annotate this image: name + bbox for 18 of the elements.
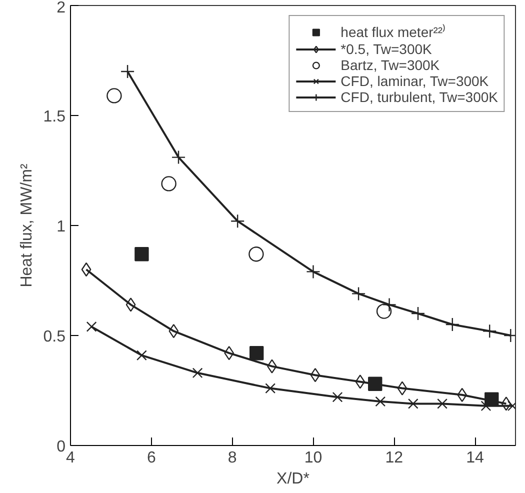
x-tick-label: 8 (228, 450, 237, 466)
y-tick-label: 0 (56, 438, 66, 456)
y-tick-label: 1.5 (43, 108, 66, 126)
legend-label: heat flux meter²²⁾ (340, 23, 446, 41)
y-axis-title: Heat flux, MW/m² (18, 163, 36, 288)
legend-label: Bartz, Tw=300K (340, 57, 440, 73)
y-tick-label: 0.5 (43, 328, 66, 346)
x-tick-label: 14 (466, 450, 484, 466)
y-tick-label: 2 (56, 0, 66, 16)
x-tick-label: 10 (304, 450, 322, 466)
x-tick-label: 6 (146, 450, 156, 466)
x-tick-label: 4 (66, 450, 76, 466)
legend-label: CFD, laminar, Tw=300K (340, 73, 489, 89)
legend-label: CFD, turbulent, Tw=300K (340, 89, 498, 105)
x-axis-title: X/D* (276, 470, 310, 488)
legend-label: *0.5, Tw=300K (340, 41, 432, 57)
x-tick-label: 12 (385, 450, 404, 466)
y-tick-label: 1 (56, 218, 66, 236)
